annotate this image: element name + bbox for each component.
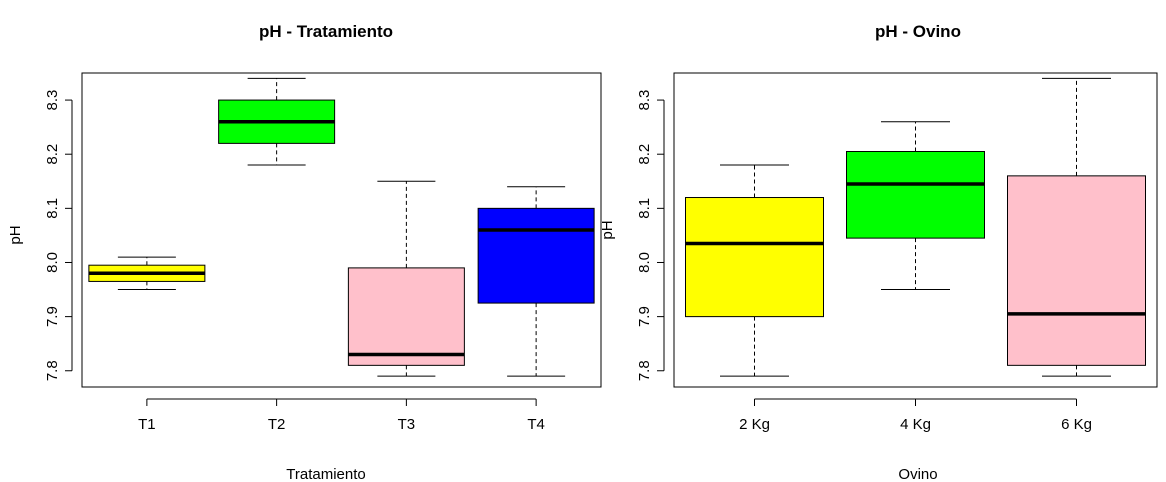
chart-title: pH - Ovino <box>875 22 961 41</box>
iqr-box <box>477 207 595 304</box>
box-6-kg <box>1007 77 1146 377</box>
y-tick-label: 7.9 <box>44 306 61 327</box>
chart-marks: 7.8 7.9 8.0 8.1 8.2 8.3 2 Kg 4 Kg 6 Kg <box>636 77 1146 433</box>
y-tick-label: 8.2 <box>636 144 653 165</box>
plot-frame <box>673 72 1158 388</box>
iqr-box <box>1007 175 1146 366</box>
x-tick-label: T2 <box>268 416 286 433</box>
y-tick-label: 7.9 <box>636 306 653 327</box>
x-tick-label: T1 <box>138 416 156 433</box>
y-tick-label: 8.0 <box>636 252 653 273</box>
chart-panel-ovino: pH - Ovino Ovino pH 7.8 7.9 8.0 8.1 8.2 8.3 2 … <box>599 22 1158 482</box>
x-tick-label: 2 Kg <box>739 416 770 433</box>
iqr-box <box>846 151 985 239</box>
y-axis-label: pH <box>7 225 24 244</box>
box-t4 <box>477 186 595 377</box>
y-tick-label: 8.1 <box>44 198 61 219</box>
box-4-kg <box>846 121 985 291</box>
y-tick-label: 7.8 <box>636 360 653 381</box>
plot-frame <box>81 72 602 388</box>
x-tick-label: 6 Kg <box>1061 416 1092 433</box>
y-tick-label: 8.0 <box>44 252 61 273</box>
x-tick-label: 4 Kg <box>900 416 931 433</box>
box-t1 <box>88 256 206 291</box>
y-axis-label: pH <box>599 220 616 239</box>
x-axis-label: Tratamiento <box>286 466 365 482</box>
y-tick-label: 8.3 <box>636 90 653 111</box>
y-tick-label: 8.3 <box>44 90 61 111</box>
y-tick-label: 8.2 <box>44 144 61 165</box>
box-2-kg <box>685 164 824 377</box>
iqr-box <box>685 197 824 318</box>
iqr-box <box>347 267 465 366</box>
y-tick-label: 7.8 <box>44 360 61 381</box>
box-t2 <box>218 77 336 166</box>
box-t3 <box>347 180 465 377</box>
chart-marks: 7.8 7.9 8.0 8.1 8.2 8.3 T1 T2 T3 T4 <box>44 77 595 433</box>
x-tick-label: T3 <box>398 416 416 433</box>
chart-title: pH - Tratamiento <box>259 22 393 41</box>
chart-panel-tratamiento: pH - Tratamiento Tratamiento pH 7.8 7.9 8.… <box>7 22 602 482</box>
y-tick-label: 8.1 <box>636 198 653 219</box>
x-axis-label: Ovino <box>898 466 937 482</box>
x-tick-label: T4 <box>527 416 545 433</box>
